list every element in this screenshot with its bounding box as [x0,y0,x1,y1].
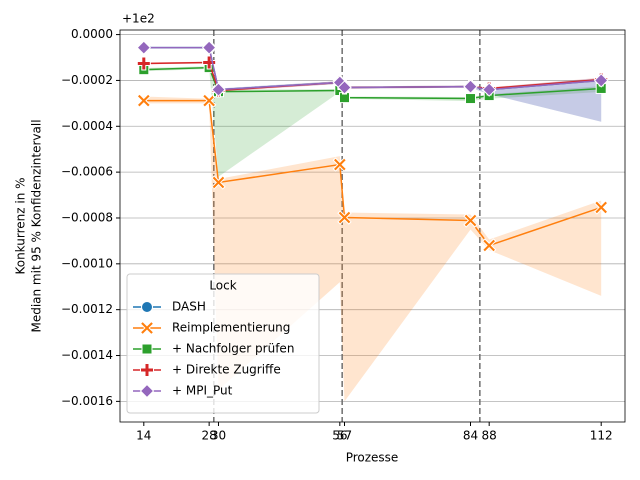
data-point [465,93,477,105]
data-point [593,200,609,215]
data-point [211,82,226,97]
confidence-band [143,66,602,177]
legend-label: + Nachfolger prüfen [172,342,294,356]
legend-label: + MPI_Put [172,384,233,398]
legend-label: Reimplementierung [172,321,290,335]
y-tick-label: −0.0008 [61,210,113,224]
x-tick-label: 84 [463,429,478,443]
legend-title: Lock [209,279,236,293]
y-tick-label: −0.0006 [61,165,113,179]
data-point [463,79,478,94]
data-point [481,82,497,97]
y-tick-label: −0.0014 [61,348,113,362]
legend-marker [141,343,153,355]
x-tick-label: 14 [136,429,151,443]
data-point [201,93,217,108]
x-tick-label: 112 [590,429,613,443]
data-point [337,210,352,225]
data-point [337,80,352,95]
y-tick-label: −0.0010 [61,256,113,270]
y-tick-label: −0.0012 [61,302,113,316]
data-point [593,73,609,88]
axes-frame [119,29,626,423]
legend-box [126,273,320,414]
x-tick-label: 88 [482,429,497,443]
legend-marker [139,383,155,399]
data-point [481,238,497,253]
data-point [463,213,478,228]
data-point [201,40,217,55]
x-axis-label: Prozesse [346,451,399,465]
data-point [136,93,152,108]
y-tick-label: −0.0004 [61,119,113,133]
legend-label: DASH [172,300,206,314]
x-tick-label: 30 [211,429,226,443]
y-axis-label: Median mit 95 % Konfidenzintervall [30,119,44,332]
data-point [332,157,348,172]
data-point [136,56,151,71]
x-tick-label: 56 [332,429,347,443]
data-point [211,175,226,190]
x-tick-label: 28 [202,429,217,443]
y-axis-label: Konkurrenz in % [14,177,28,274]
data-point [202,55,217,70]
y-tick-label: 0.0000 [71,27,113,41]
y-offset-label: +1e2 [122,12,155,26]
y-tick-label: −0.0016 [61,394,113,408]
data-point [136,40,152,55]
legend-marker [139,320,155,336]
legend-label: + Direkte Zugriffe [172,363,281,377]
x-tick-label: 57 [337,429,352,443]
legend-marker [140,363,154,377]
y-tick-label: −0.0002 [61,73,113,87]
legend-marker [141,301,153,313]
